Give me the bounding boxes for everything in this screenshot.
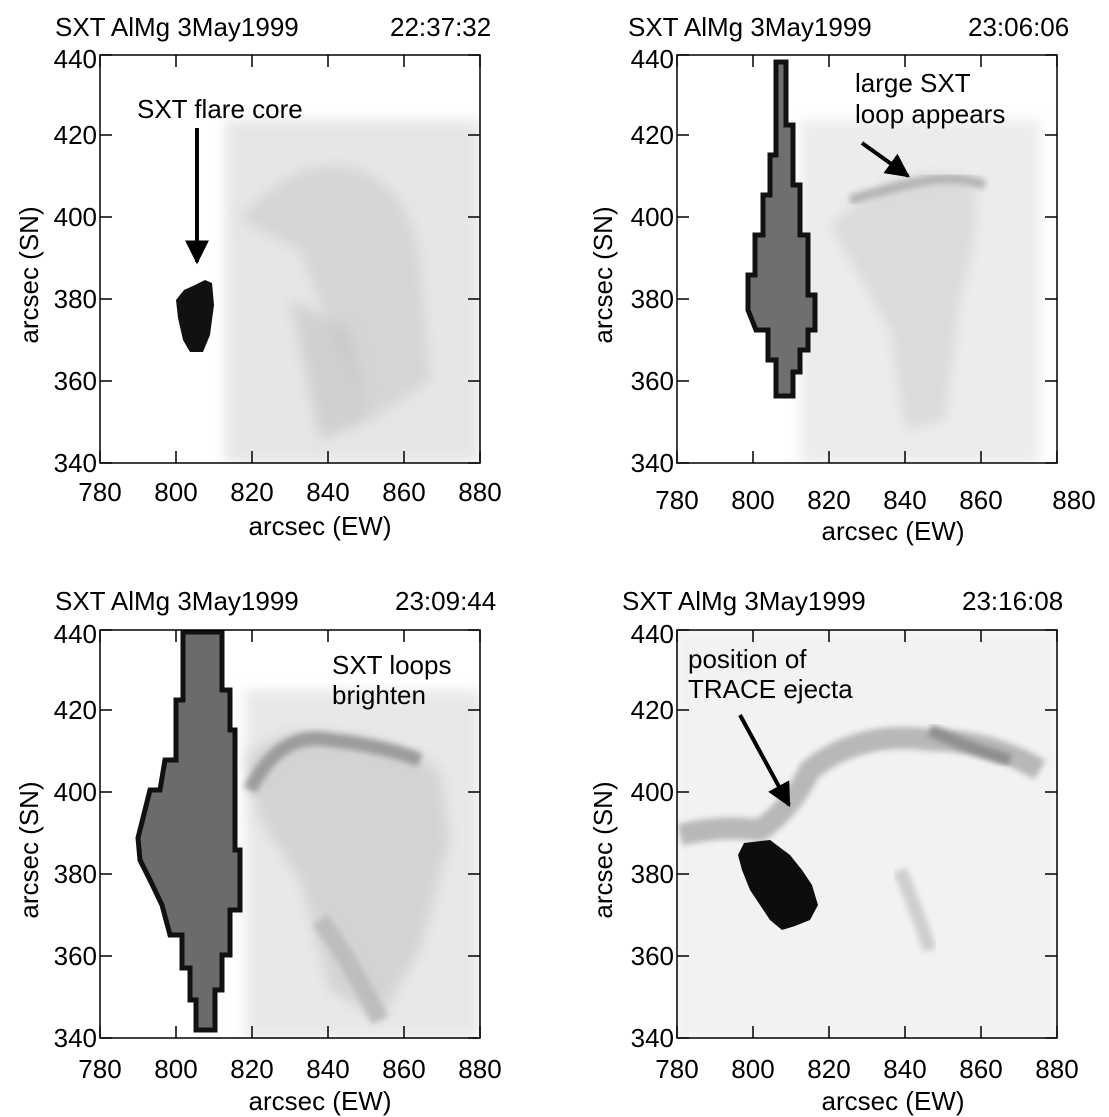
panel-4-xtick-800: 800 [731, 1054, 774, 1084]
panel-4-time: 23:16:08 [962, 586, 1063, 616]
panel-2-ytick-400: 400 [631, 202, 674, 232]
panel-2-xtick-860: 860 [959, 485, 1002, 515]
panel-2: SXT AlMg 3May1999 23:06:06 440 420 400 3… [588, 12, 1096, 546]
panel-2-ytick-440: 440 [631, 44, 674, 74]
panel-4-title: SXT AlMg 3May1999 [622, 586, 866, 616]
panel-4-ytick-420: 420 [631, 695, 674, 725]
panel-2-xlabel: arcsec (EW) [822, 516, 965, 546]
panel-4-ytick-360: 360 [631, 941, 674, 971]
panel-1-xlabel: arcsec (EW) [249, 511, 392, 541]
panel-2-title: SXT AlMg 3May1999 [628, 12, 872, 42]
panel-3-ticks [99, 629, 481, 1039]
panel-1-annotation-line-1: SXT flare core [137, 94, 303, 124]
panel-3-title: SXT AlMg 3May1999 [55, 586, 299, 616]
panel-4-xtick-780: 780 [655, 1054, 698, 1084]
panel-4-frame [676, 629, 1058, 1039]
panel-3-ytick-400: 400 [54, 777, 97, 807]
panel-4-xtick-860: 860 [959, 1054, 1002, 1084]
panel-2-ytick-340: 340 [631, 448, 674, 478]
panel-1-ytick-360: 360 [54, 366, 97, 396]
panel-4-ytick-400: 400 [631, 777, 674, 807]
panel-1-ytick-340: 340 [54, 448, 97, 478]
panel-2-annotation-line-1: large SXT [855, 68, 971, 98]
panel-1: SXT AlMg 3May1999 22:37:32 440 420 400 3… [14, 12, 502, 541]
flare-core-blob [135, 630, 243, 1033]
panel-3-xlabel: arcsec (EW) [249, 1086, 392, 1116]
panel-4-ytick-440: 440 [631, 619, 674, 649]
panel-1-frame [99, 54, 481, 464]
panel-4-xlabel: arcsec (EW) [822, 1086, 965, 1116]
panel-4-image [677, 630, 1057, 1038]
panel-2-ytick-420: 420 [631, 120, 674, 150]
panel-2-ytick-360: 360 [631, 366, 674, 396]
panel-1-ticks [99, 54, 481, 464]
panel-1-xtick-820: 820 [230, 477, 273, 507]
panel-4-xtick-840: 840 [883, 1054, 926, 1084]
panel-1-xtick-860: 860 [382, 477, 425, 507]
panel-4-annotation-line-1: position of [688, 644, 807, 674]
panel-1-title: SXT AlMg 3May1999 [55, 12, 299, 42]
panel-3-ylabel: arcsec (SN) [14, 781, 44, 918]
panel-4-ticks [676, 629, 1058, 1039]
panel-2-xtick-800: 800 [731, 485, 774, 515]
panel-1-ylabel: arcsec (SN) [14, 206, 44, 343]
panel-4-ytick-340: 340 [631, 1023, 674, 1053]
panel-3-xtick-860: 860 [382, 1054, 425, 1084]
panel-3-xtick-800: 800 [154, 1054, 197, 1084]
panel-2-xtick-840: 840 [883, 485, 926, 515]
panel-1-xtick-840: 840 [306, 477, 349, 507]
panel-3-xtick-840: 840 [306, 1054, 349, 1084]
panel-2-ticks [676, 54, 1058, 464]
panel-2-annotation-arrow [860, 141, 910, 178]
panel-3-xtick-780: 780 [78, 1054, 121, 1084]
panel-2-annotation-line-2: loop appears [855, 99, 1005, 129]
panel-2-time: 23:06:06 [968, 12, 1069, 42]
panel-2-xtick-880: 880 [1052, 485, 1095, 515]
panel-1-ytick-440: 440 [54, 44, 97, 74]
panel-1-time: 22:37:32 [390, 12, 491, 42]
panel-3-frame [99, 629, 481, 1039]
panel-4-ylabel: arcsec (SN) [588, 781, 618, 918]
panel-4-xtick-820: 820 [807, 1054, 850, 1084]
panel-4: SXT AlMg 3May1999 23:16:08 440 420 400 3… [588, 586, 1079, 1116]
panel-3: SXT AlMg 3May1999 23:09:44 440 420 400 3… [14, 586, 502, 1116]
panel-3-image [100, 630, 480, 1038]
panel-3-ytick-420: 420 [54, 695, 97, 725]
panel-1-image [100, 55, 480, 463]
panel-2-frame [676, 54, 1058, 464]
panel-1-ytick-380: 380 [54, 284, 97, 314]
panel-2-xtick-820: 820 [807, 485, 850, 515]
panel-3-ytick-380: 380 [54, 859, 97, 889]
panel-3-xtick-820: 820 [230, 1054, 273, 1084]
panel-1-xtick-800: 800 [154, 477, 197, 507]
panel-1-xtick-880: 880 [458, 477, 501, 507]
panel-3-ytick-360: 360 [54, 941, 97, 971]
panel-3-ytick-340: 340 [54, 1023, 97, 1053]
flare-core-blob [745, 59, 818, 399]
flare-core-blob [176, 280, 214, 352]
panel-3-annotation-line-1: SXT loops [332, 650, 451, 680]
panel-3-xtick-880: 880 [458, 1054, 501, 1084]
panel-2-xtick-780: 780 [655, 485, 698, 515]
panel-3-ytick-440: 440 [54, 619, 97, 649]
panel-4-ytick-380: 380 [631, 859, 674, 889]
panel-1-ytick-420: 420 [54, 120, 97, 150]
panel-4-xtick-880: 880 [1035, 1054, 1078, 1084]
panel-4-annotation-line-2: TRACE ejecta [688, 674, 853, 704]
panel-3-time: 23:09:44 [395, 586, 496, 616]
panel-2-ylabel: arcsec (SN) [588, 206, 618, 343]
ejecta-blob [738, 840, 818, 930]
panel-4-annotation-arrow [738, 714, 791, 808]
panel-1-ytick-400: 400 [54, 202, 97, 232]
panel-1-xtick-780: 780 [78, 477, 121, 507]
panel-3-annotation-line-2: brighten [332, 680, 426, 710]
panel-2-image [677, 55, 1057, 463]
panel-2-ytick-380: 380 [631, 284, 674, 314]
